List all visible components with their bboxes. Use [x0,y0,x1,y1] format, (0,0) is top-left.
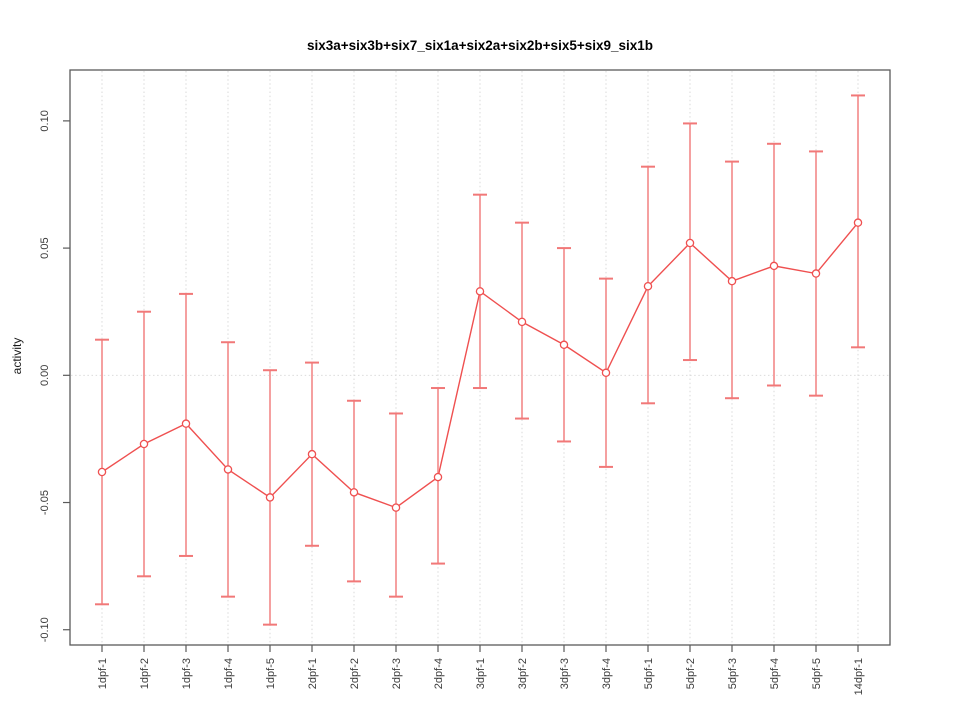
x-tick-label: 5dpf-4 [769,658,781,689]
data-point-marker [349,488,359,497]
data-point-marker [223,465,233,474]
x-tick-label: 14dpf-1 [853,658,865,695]
y-tick-label: 0.00 [39,365,51,386]
x-tick-label: 5dpf-1 [643,658,655,689]
x-tick-label: 3dpf-3 [559,658,571,689]
data-point-marker [391,503,401,512]
x-tick-label: 1dpf-2 [139,658,151,689]
data-point-marker [769,261,779,271]
data-point-marker [853,218,863,227]
data-point-marker [559,340,569,350]
x-tick-label: 3dpf-1 [475,658,487,689]
data-point-markers [97,218,863,512]
data-point-marker [727,276,737,286]
data-point-marker [265,493,275,502]
data-point-marker [475,287,485,296]
x-tick-label: 5dpf-2 [685,658,697,689]
data-point-marker [811,269,821,278]
x-tick-label: 1dpf-4 [223,658,235,689]
y-tick-label: -0.05 [39,490,51,515]
x-tick-label: 2dpf-4 [433,658,445,689]
x-tick-label: 2dpf-2 [349,658,361,689]
x-tick-label: 1dpf-5 [265,658,277,689]
x-tick-label: 1dpf-1 [97,658,109,689]
y-tick-label: 0.05 [39,237,51,258]
chart-title: six3a+six3b+six7_six1a+six2a+six2b+six5+… [307,38,653,53]
data-point-marker [307,449,317,459]
x-tick-label: 2dpf-1 [307,658,319,689]
x-tick-label: 3dpf-4 [601,658,613,689]
x-tick-label: 2dpf-3 [391,658,403,689]
x-tick-label: 3dpf-2 [517,658,529,689]
x-tick-label: 1dpf-3 [181,658,193,689]
data-point-marker [685,238,695,248]
y-axis-label: activity [10,338,24,375]
data-point-marker [181,419,191,428]
data-point-marker [139,439,149,449]
y-tick-label: -0.10 [39,617,51,642]
x-tick-label: 5dpf-5 [811,658,823,689]
data-point-marker [601,368,611,378]
x-tick-label: 5dpf-3 [727,658,739,689]
data-point-marker [97,467,107,477]
data-point-marker [433,472,443,482]
y-axis: 0.10 0.05 0.00 -0.05 -0.10 [39,110,70,642]
x-axis: 1dpf-1 1dpf-2 1dpf-3 1dpf-4 1dpf-5 2dpf-1 2dpf… [97,645,865,695]
data-point-marker [643,282,653,291]
y-tick-label: 0.10 [39,110,51,131]
data-point-marker [517,317,527,327]
